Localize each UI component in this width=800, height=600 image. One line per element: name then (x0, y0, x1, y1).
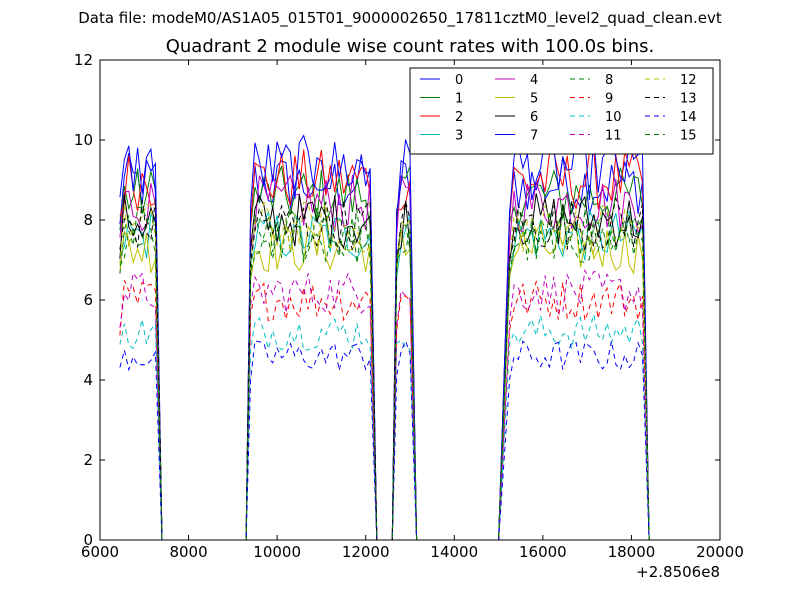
legend-label-1: 1 (455, 92, 463, 107)
series-line-12 (119, 201, 650, 541)
y-tick-label: 10 (74, 131, 93, 149)
legend-label-3: 3 (455, 129, 463, 144)
series-line-10 (119, 314, 650, 541)
legend-label-14: 14 (680, 110, 697, 125)
x-tick-label: 16000 (519, 543, 567, 561)
legend-label-12: 12 (680, 73, 697, 88)
x-tick-label: 14000 (430, 543, 478, 561)
series-layer (119, 134, 650, 541)
series-line-11 (119, 268, 650, 541)
series-line-7 (119, 134, 650, 541)
legend-box (409, 67, 714, 155)
x-tick-label: 6000 (81, 543, 119, 561)
legend-label-11: 11 (605, 129, 622, 144)
series-line-3 (119, 209, 650, 541)
legend-label-0: 0 (455, 73, 463, 88)
x-tick-label: 18000 (608, 543, 656, 561)
series-line-15 (119, 206, 650, 541)
y-tick-label: 12 (74, 51, 93, 69)
legend-label-6: 6 (530, 110, 538, 125)
legend-label-15: 15 (680, 129, 697, 144)
chart-title: Quadrant 2 module wise count rates with … (165, 36, 655, 57)
legend-label-8: 8 (605, 73, 613, 88)
y-tick-label: 2 (83, 451, 93, 469)
axis-ticks: 6000 8000 10000 12000 14000 16000 18000 20000 0 2… (74, 51, 744, 581)
legend-label-9: 9 (605, 92, 613, 107)
x-tick-label: 20000 (696, 543, 744, 561)
x-tick-label: 10000 (253, 543, 301, 561)
series-line-8 (119, 214, 650, 541)
x-offset-label: +2.8506e8 (636, 563, 720, 581)
y-tick-label: 0 (83, 531, 93, 549)
series-line-14 (119, 339, 650, 541)
legend-label-10: 10 (605, 110, 622, 125)
series-line-4 (119, 174, 650, 541)
x-tick-label: 8000 (169, 543, 207, 561)
legend-label-2: 2 (455, 110, 463, 125)
legend-label-7: 7 (530, 129, 538, 144)
series-line-2 (119, 147, 650, 541)
legend-label-4: 4 (530, 73, 538, 88)
figure-suptitle: Data file: modeM0/AS1A05_015T01_90000026… (78, 9, 722, 27)
series-line-9 (119, 279, 650, 541)
series-line-13 (119, 196, 650, 541)
series-line-5 (119, 222, 650, 541)
y-tick-label: 8 (83, 211, 93, 229)
series-line-6 (119, 193, 650, 541)
x-tick-label: 12000 (342, 543, 390, 561)
y-tick-label: 4 (83, 371, 93, 389)
legend-label-13: 13 (680, 92, 697, 107)
y-tick-label: 6 (83, 291, 93, 309)
legend-label-5: 5 (530, 92, 538, 107)
